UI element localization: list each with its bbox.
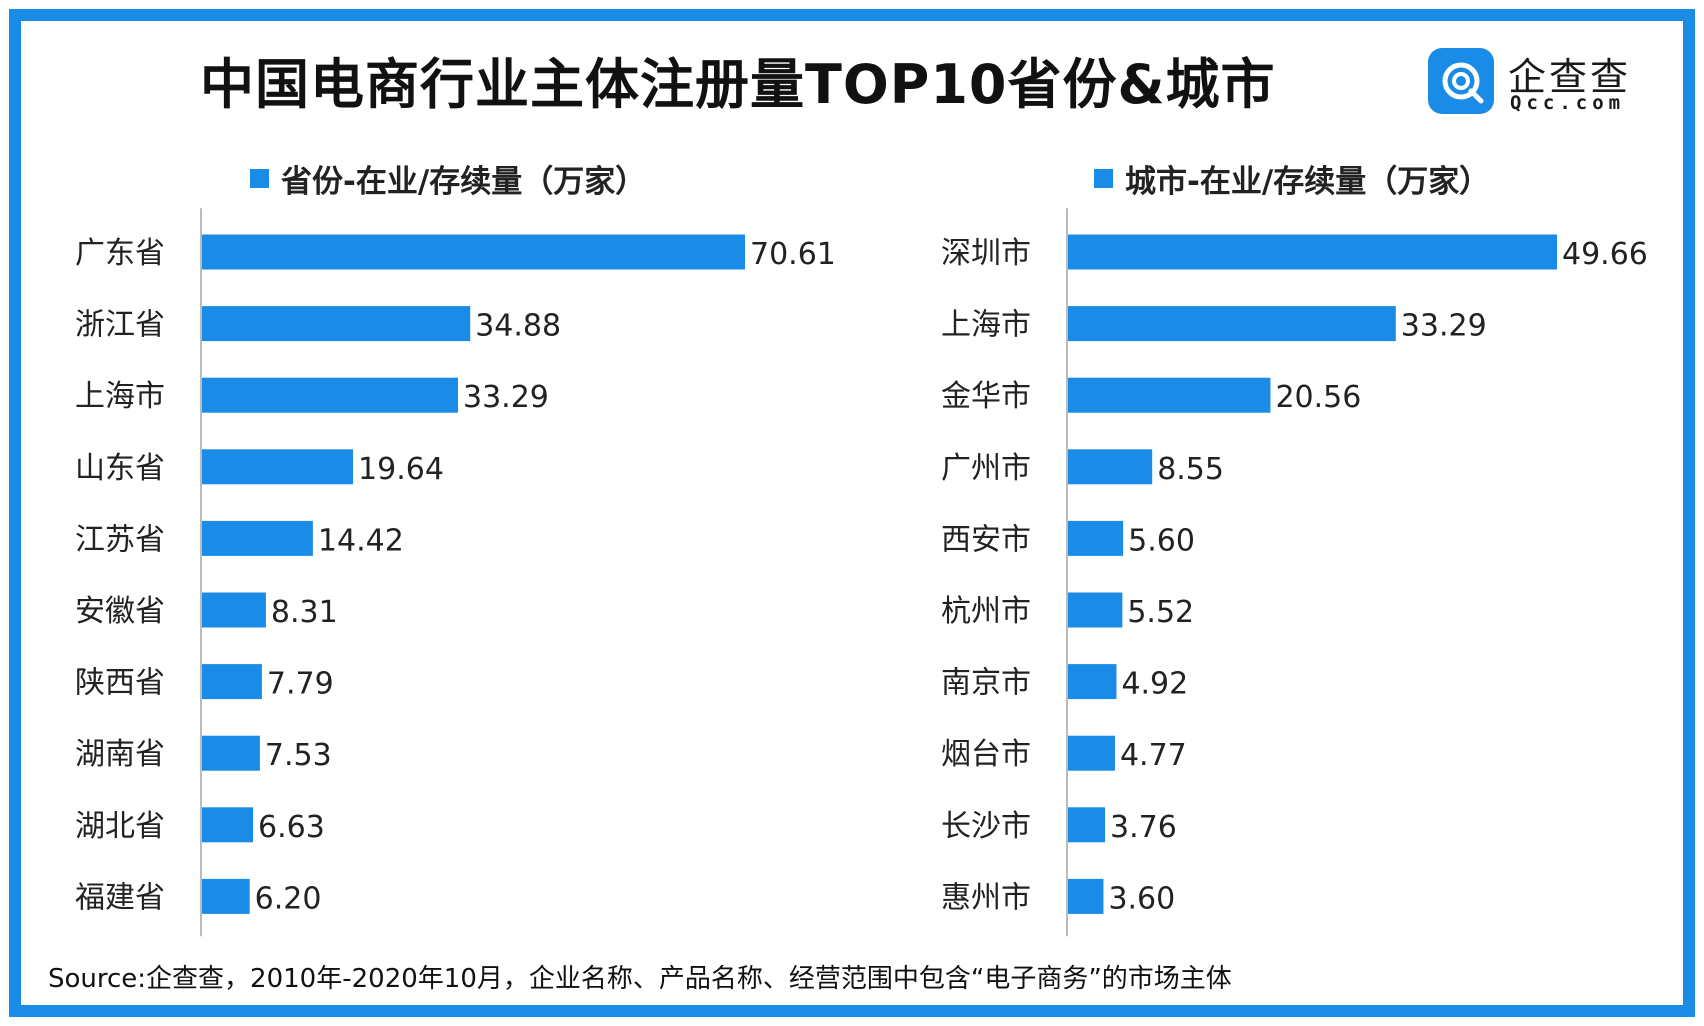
city-category-label: 杭州市: [941, 594, 1031, 629]
city-value-label: 5.60: [1128, 523, 1195, 558]
city-category-label: 长沙市: [941, 809, 1031, 844]
province-bar: [202, 807, 253, 843]
city-bar: [1068, 664, 1117, 700]
city-value-label: 8.55: [1157, 452, 1224, 487]
province-bar: [202, 664, 262, 700]
province-value-label: 6.20: [255, 881, 322, 916]
province-category-label: 福建省: [75, 880, 165, 915]
province-value-label: 7.53: [265, 738, 332, 773]
city-bar: [1068, 449, 1153, 485]
province-value-label: 19.64: [358, 452, 444, 487]
chart-title: 中国电商行业主体注册量TOP10省份&城市: [200, 53, 1276, 116]
city-legend: 城市-在业/存续量（万家）: [1094, 156, 1490, 201]
province-bar: [202, 306, 471, 342]
province-category-label: 湖南省: [75, 737, 165, 772]
city-bar: [1068, 377, 1271, 413]
city-value-label: 33.29: [1401, 309, 1487, 344]
qcc-logo-domain: Qcc.com: [1510, 92, 1626, 114]
province-bar: [202, 878, 250, 914]
province-legend-swatch: [250, 169, 269, 188]
city-legend-swatch: [1094, 169, 1113, 188]
province-value-label: 33.29: [463, 380, 549, 415]
province-category-label: 广东省: [75, 236, 165, 271]
province-value-label: 34.88: [475, 309, 561, 344]
province-value-label: 6.63: [258, 810, 325, 845]
province-bar: [202, 234, 745, 270]
source-note: Source:企查查，2010年-2020年10月，企业名称、产品名称、经营范围…: [48, 964, 1232, 994]
city-bar: [1068, 306, 1396, 342]
city-category-label: 广州市: [941, 451, 1031, 486]
province-bar: [202, 449, 354, 485]
city-bar: [1068, 878, 1104, 914]
province-category-label: 江苏省: [75, 522, 165, 557]
province-value-label: 7.79: [267, 667, 334, 702]
province-bar: [202, 377, 459, 413]
province-value-label: 14.42: [318, 523, 404, 558]
city-bar: [1068, 592, 1123, 628]
province-bar: [202, 592, 266, 628]
province-category-label: 安徽省: [75, 594, 165, 629]
city-bar: [1068, 735, 1115, 771]
city-bar: [1068, 234, 1557, 270]
province-category-label: 浙江省: [75, 308, 165, 343]
province-bar: [202, 735, 260, 771]
city-category-label: 惠州市: [941, 880, 1031, 915]
city-category-label: 深圳市: [941, 236, 1031, 271]
province-legend: 省份-在业/存续量（万家）: [250, 156, 646, 201]
city-value-label: 20.56: [1275, 380, 1361, 415]
province-category-label: 上海市: [75, 379, 165, 414]
province-value-label: 70.61: [750, 237, 836, 272]
city-category-label: 烟台市: [941, 737, 1031, 772]
city-value-label: 4.92: [1121, 667, 1188, 702]
city-category-label: 上海市: [941, 308, 1031, 343]
city-bar: [1068, 807, 1106, 843]
city-value-label: 3.60: [1108, 881, 1175, 916]
province-category-label: 陕西省: [75, 666, 165, 701]
city-category-label: 西安市: [941, 522, 1031, 557]
province-value-label: 8.31: [271, 595, 338, 630]
city-value-label: 5.52: [1127, 595, 1194, 630]
city-value-label: 4.77: [1120, 738, 1187, 773]
province-category-label: 山东省: [75, 451, 165, 486]
province-bar: [202, 520, 313, 556]
city-value-label: 49.66: [1562, 237, 1648, 272]
province-category-label: 湖北省: [75, 809, 165, 844]
city-value-label: 3.76: [1110, 810, 1177, 845]
qcc-logo-name: 企查查: [1508, 55, 1632, 99]
city-legend-label: 城市-在业/存续量（万家）: [1125, 164, 1491, 200]
qcc-logo: 企查查 Qcc.com: [1428, 46, 1668, 116]
city-category-label: 南京市: [941, 666, 1031, 701]
province-legend-label: 省份-在业/存续量（万家）: [281, 164, 647, 200]
city-bar: [1068, 520, 1124, 556]
chart-frame: [9, 9, 1695, 1017]
qcc-logo-icon: [1428, 48, 1494, 114]
city-category-label: 金华市: [941, 379, 1031, 414]
